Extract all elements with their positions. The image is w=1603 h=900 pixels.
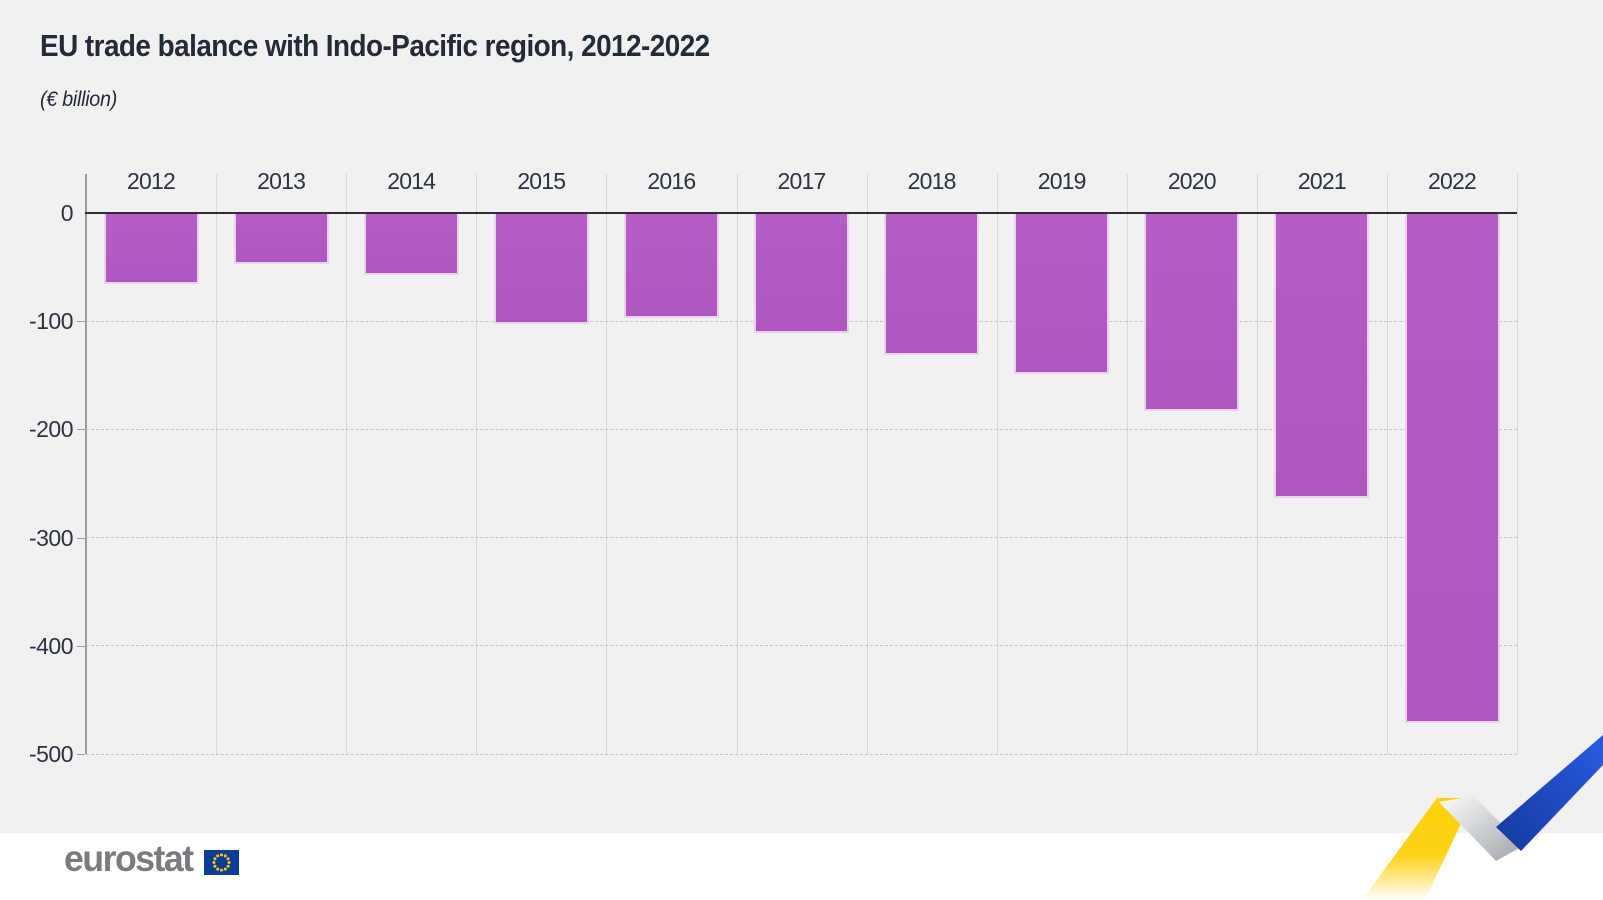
gridline-vertical — [736, 174, 738, 754]
footer: eurostat — [0, 833, 1603, 900]
y-tick-label: -100 — [28, 308, 74, 335]
y-axis-tick — [77, 321, 85, 323]
y-axis-tick — [77, 429, 85, 431]
x-category-label: 2013 — [257, 168, 306, 194]
gridline-vertical — [1386, 174, 1388, 754]
chart-background: EU trade balance with Indo-Pacific regio… — [0, 0, 1603, 833]
page-title: EU trade balance with Indo-Pacific regio… — [40, 28, 710, 63]
x-category-label: 2017 — [777, 168, 827, 194]
x-category-label: 2012 — [127, 168, 176, 194]
ribbon-zigzag-decoration — [1362, 735, 1603, 900]
x-category-label: 2018 — [907, 168, 957, 194]
gridline-vertical — [866, 174, 868, 754]
zero-baseline — [85, 212, 1517, 214]
y-axis-tick — [77, 754, 85, 755]
bar-2015 — [493, 213, 589, 325]
gridline-vertical — [996, 174, 998, 754]
ribbon-blue-stripe — [1496, 735, 1603, 851]
y-axis-tick — [77, 645, 85, 647]
bar-2020 — [1144, 213, 1240, 411]
bar-2019 — [1014, 213, 1110, 375]
bar-2014 — [363, 213, 459, 275]
ribbon-yellow-stripe — [1362, 798, 1473, 900]
y-tick-label: -500 — [28, 741, 74, 767]
gridline-vertical — [606, 174, 608, 754]
x-category-label: 2022 — [1428, 168, 1477, 194]
y-axis-line — [85, 174, 87, 754]
bar-2016 — [623, 213, 719, 318]
x-category-label: 2020 — [1167, 168, 1217, 194]
gridline-vertical — [1126, 174, 1128, 754]
bar-2017 — [754, 213, 849, 334]
eurostat-logo-text: eurostat — [64, 838, 194, 879]
gridline-vertical — [476, 174, 478, 754]
gridline-vertical — [1256, 174, 1258, 754]
gridline-vertical — [1517, 174, 1518, 754]
bar-2021 — [1274, 213, 1370, 498]
x-category-label: 2016 — [647, 168, 696, 194]
x-category-label: 2015 — [517, 168, 566, 194]
x-category-label: 2021 — [1297, 168, 1347, 194]
page-subtitle: (€ billion) — [40, 88, 117, 111]
bar-chart-plot-area: 0 -100 -200 -300 -400 -500 2012 2013 2014 2015 201… — [28, 168, 1518, 767]
bar-2018 — [884, 213, 980, 355]
y-tick-label: -400 — [28, 632, 74, 659]
x-category-label: 2019 — [1037, 168, 1087, 194]
eu-flag-icon — [203, 849, 239, 875]
gridline-horizontal — [86, 428, 1517, 430]
y-tick-label: 0 — [60, 200, 74, 226]
y-tick-label: -200 — [28, 416, 74, 443]
bar-2012 — [103, 213, 199, 285]
bar-2013 — [233, 213, 329, 264]
y-tick-label: -300 — [28, 524, 74, 551]
gridline-horizontal — [86, 753, 1517, 755]
gridline-horizontal — [86, 645, 1517, 647]
y-axis-tick — [77, 537, 85, 539]
eurostat-logo: eurostat — [64, 839, 239, 879]
bar-2022 — [1404, 213, 1500, 723]
gridline-vertical — [216, 174, 218, 754]
x-category-label: 2014 — [387, 168, 436, 194]
gridline-horizontal — [86, 537, 1517, 539]
ribbon-silver-fold — [1439, 796, 1523, 861]
gridline-vertical — [346, 174, 348, 754]
